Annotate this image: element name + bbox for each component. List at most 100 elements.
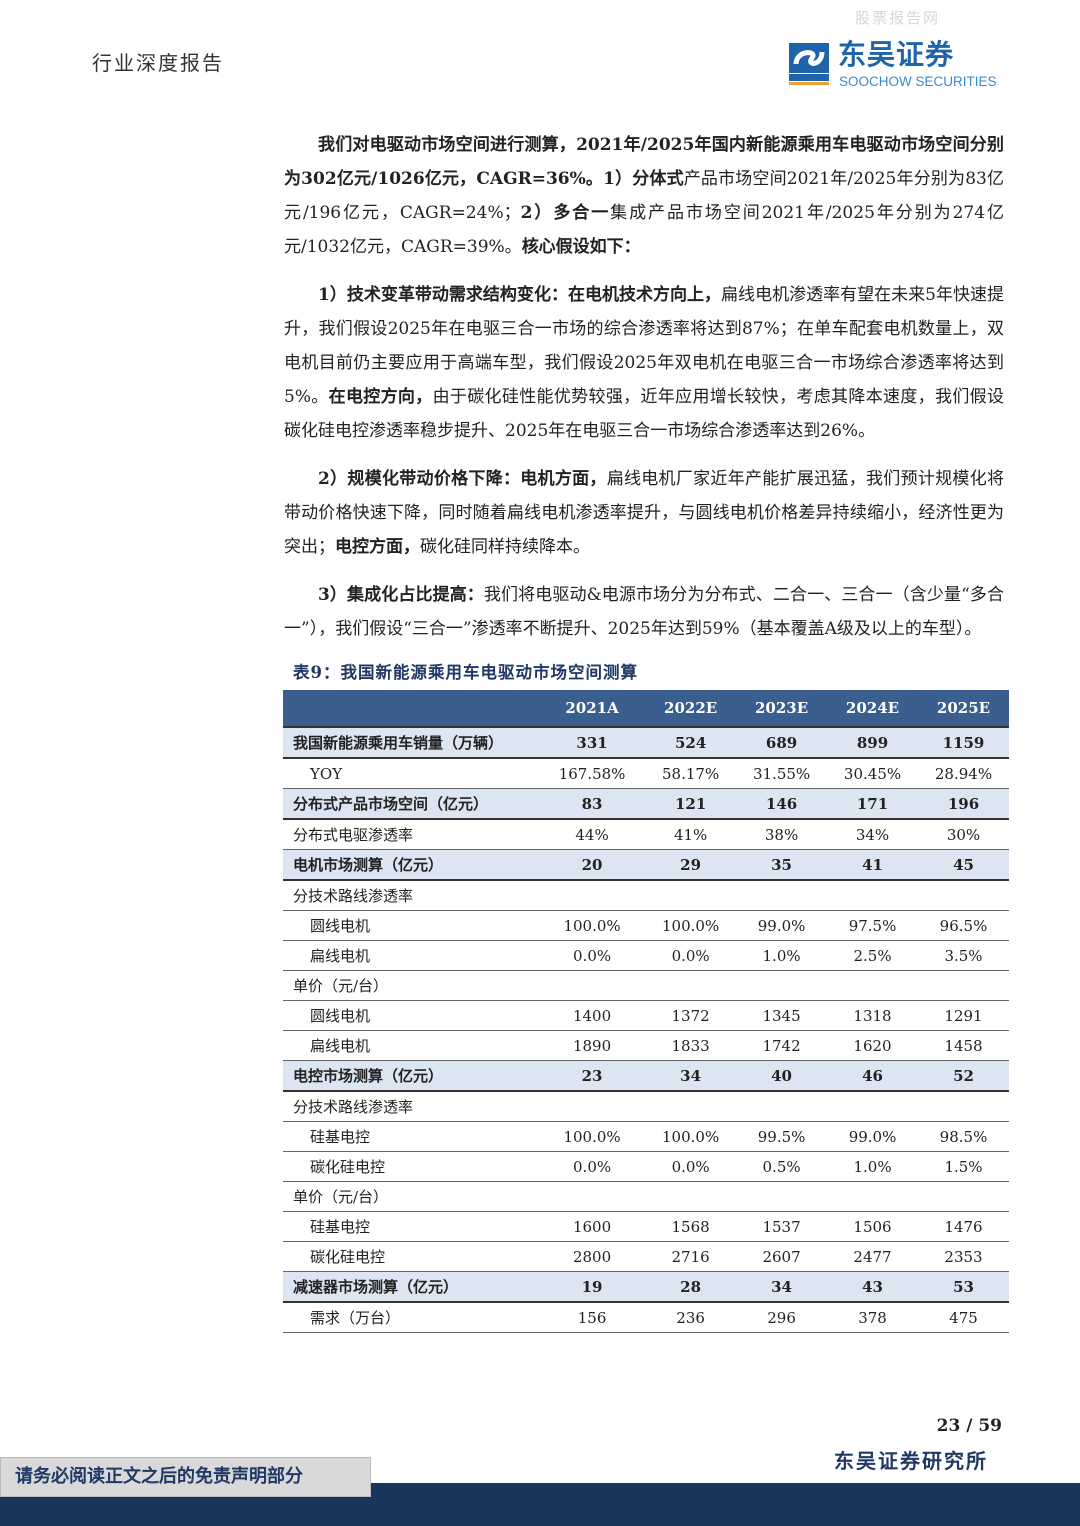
text-run: 产品市场空间2021年/2025年分别为83亿元/196亿元，CAGR=24%； bbox=[284, 169, 1004, 223]
table-cell: 167.58% bbox=[539, 758, 646, 789]
table-row: 扁线电机 0.0% 0.0% 1.0% 2.5% 3.5% bbox=[283, 940, 1009, 971]
table-cell: 331 bbox=[539, 727, 646, 759]
bold-text: 1）技术变革带动需求结构变化：在电机技术方向上， bbox=[318, 285, 722, 305]
table-cell: 2716 bbox=[645, 1241, 737, 1272]
table-cell: 23 bbox=[539, 1060, 646, 1092]
table-cell: 1.0% bbox=[827, 1151, 918, 1182]
table-cell: 100.0% bbox=[539, 1121, 646, 1152]
table-row: 电机市场测算（亿元） 20 29 35 41 45 bbox=[283, 849, 1009, 881]
table-cell: 2477 bbox=[827, 1241, 918, 1272]
table-cell: 1458 bbox=[918, 1030, 1009, 1061]
table-cell: 99.0% bbox=[736, 910, 828, 941]
table-cell: 899 bbox=[827, 727, 918, 759]
table-cell: 52 bbox=[918, 1060, 1009, 1092]
table-cell: 34 bbox=[645, 1060, 737, 1092]
row-label: 减速器市场测算（亿元） bbox=[283, 1271, 539, 1303]
table-cell: 171 bbox=[827, 788, 918, 820]
table-cell: 100.0% bbox=[645, 910, 737, 941]
table-cell: 1890 bbox=[539, 1030, 646, 1061]
table-cell: 97.5% bbox=[827, 910, 918, 941]
table-cell: 46 bbox=[827, 1060, 918, 1092]
table-cell bbox=[827, 880, 918, 911]
table-cell: 1159 bbox=[918, 727, 1009, 759]
row-label: 分技术路线渗透率 bbox=[283, 1091, 539, 1122]
table-cell: 20 bbox=[539, 849, 646, 881]
bold-text: 核心假设如下： bbox=[521, 237, 641, 257]
row-label: 扁线电机 bbox=[283, 940, 539, 971]
table-cell: 2.5% bbox=[827, 940, 918, 971]
table-row: 硅基电控 1600 1568 1537 1506 1476 bbox=[283, 1211, 1009, 1242]
row-label: 硅基电控 bbox=[283, 1121, 539, 1152]
row-label: YOY bbox=[283, 758, 539, 789]
table-cell: 196 bbox=[918, 788, 1009, 820]
row-label: 单价（元/台） bbox=[283, 1181, 539, 1212]
table-cell: 236 bbox=[645, 1302, 737, 1333]
row-label: 我国新能源乘用车销量（万辆） bbox=[283, 727, 539, 759]
table-cell: 689 bbox=[736, 727, 828, 759]
table-cell: 35 bbox=[736, 849, 828, 881]
table-cell: 1537 bbox=[736, 1211, 828, 1242]
table-row: 电控市场测算（亿元） 23 34 40 46 52 bbox=[283, 1060, 1009, 1092]
table-caption: 表9：我国新能源乘用车电驱动市场空间测算 bbox=[293, 663, 638, 682]
table-cell: 378 bbox=[827, 1302, 918, 1333]
table-row: 分布式电驱渗透率 44% 41% 38% 34% 30% bbox=[283, 819, 1009, 850]
table-cell: 53 bbox=[918, 1271, 1009, 1303]
table-cell: 28.94% bbox=[918, 758, 1009, 789]
paragraph: 我们对电驱动市场空间进行测算，2021年/2025年国内新能源乘用车电驱动市场空… bbox=[284, 128, 1004, 264]
table-cell: 28 bbox=[645, 1271, 737, 1303]
table-cell: 1372 bbox=[645, 1000, 737, 1031]
table-cell bbox=[539, 970, 646, 1001]
bold-text: 我们对电驱动市场空间进行测算，2021年/2025年国内新能源乘用车电驱动市场空… bbox=[284, 135, 1004, 189]
table-cell bbox=[736, 880, 828, 911]
table-cell: 100.0% bbox=[539, 910, 646, 941]
table-row: 硅基电控 100.0% 100.0% 99.5% 99.0% 98.5% bbox=[283, 1121, 1009, 1152]
table-cell: 1833 bbox=[645, 1030, 737, 1061]
table-row: 我国新能源乘用车销量（万辆） 331 524 689 899 1159 bbox=[283, 727, 1009, 759]
table-cell bbox=[736, 1181, 828, 1212]
table-row: 碳化硅电控 2800 2716 2607 2477 2353 bbox=[283, 1241, 1009, 1272]
main-content: 我们对电驱动市场空间进行测算，2021年/2025年国内新能源乘用车电驱动市场空… bbox=[283, 128, 1009, 1333]
market-estimate-table: 2021A 2022E 2023E 2024E 2025E 我国新能源乘用车销量（万辆）… bbox=[283, 690, 1009, 1333]
table-cell: 2607 bbox=[736, 1241, 828, 1272]
table-row: 圆线电机 1400 1372 1345 1318 1291 bbox=[283, 1000, 1009, 1031]
row-label: 分布式电驱渗透率 bbox=[283, 819, 539, 850]
row-label: 分布式产品市场空间（亿元） bbox=[283, 788, 539, 820]
table-cell: 121 bbox=[645, 788, 737, 820]
table-cell: 31.55% bbox=[736, 758, 828, 789]
table-row: 单价（元/台） bbox=[283, 970, 1009, 1001]
table-cell: 2800 bbox=[539, 1241, 646, 1272]
table-cell bbox=[918, 880, 1009, 911]
bold-text: 在电控方向， bbox=[328, 387, 433, 407]
table-row: 减速器市场测算（亿元） 19 28 34 43 53 bbox=[283, 1271, 1009, 1303]
table-row: 分布式产品市场空间（亿元） 83 121 146 171 196 bbox=[283, 788, 1009, 820]
table-cell bbox=[918, 1091, 1009, 1122]
table-cell: 1600 bbox=[539, 1211, 646, 1242]
column-header: 2025E bbox=[918, 690, 1009, 728]
bold-text: 2）规模化带动价格下降：电机方面， bbox=[318, 469, 607, 489]
table-cell: 34 bbox=[736, 1271, 828, 1303]
soochow-logo: 东吴证券 SOOCHOW SECURITIES bbox=[788, 40, 1003, 92]
table-cell bbox=[918, 1181, 1009, 1212]
watermark: 股票报告网 bbox=[855, 9, 941, 27]
table-header-row: 2021A 2022E 2023E 2024E 2025E bbox=[283, 690, 1009, 728]
logo-mark-icon bbox=[789, 43, 829, 85]
row-label: 扁线电机 bbox=[283, 1030, 539, 1061]
disclaimer-note: 请务必阅读正文之后的免责声明部分 bbox=[0, 1457, 371, 1497]
table-cell bbox=[645, 970, 737, 1001]
table-cell bbox=[736, 1091, 828, 1122]
table-cell: 99.5% bbox=[736, 1121, 828, 1152]
table-row: 碳化硅电控 0.0% 0.0% 0.5% 1.0% 1.5% bbox=[283, 1151, 1009, 1182]
table-cell: 43 bbox=[827, 1271, 918, 1303]
report-type-title: 行业深度报告 bbox=[92, 51, 224, 75]
row-label: 碳化硅电控 bbox=[283, 1151, 539, 1182]
paragraph: 3）集成化占比提高：我们将电驱动&电源市场分为分布式、二合一、三合一（含少量“多… bbox=[284, 578, 1004, 646]
table-cell: 1568 bbox=[645, 1211, 737, 1242]
row-label: 圆线电机 bbox=[283, 910, 539, 941]
table-cell: 29 bbox=[645, 849, 737, 881]
table-cell: 475 bbox=[918, 1302, 1009, 1333]
text-run: 集成产品市场空间2021年/2025年分别为274亿元/1032亿元，CAGR=… bbox=[284, 203, 1004, 257]
text-run: 扁线电机渗透率有望在未来5年快速提升，我们假设2025年在电驱三合一市场的综合渗… bbox=[284, 285, 1004, 407]
table-cell: 96.5% bbox=[918, 910, 1009, 941]
table-cell bbox=[827, 1181, 918, 1212]
table-cell: 30.45% bbox=[827, 758, 918, 789]
